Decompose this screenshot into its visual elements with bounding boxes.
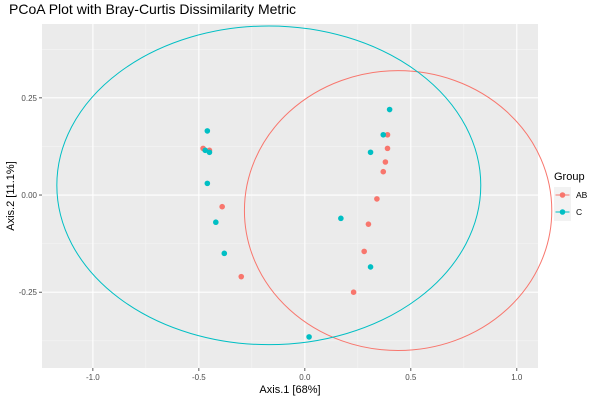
data-point-ab: [384, 131, 391, 138]
data-point-c: [213, 219, 219, 226]
data-point-c: [206, 149, 213, 156]
data-point-c: [221, 250, 228, 257]
data-point-c: [202, 147, 209, 154]
data-point-c: [367, 149, 374, 156]
legend-key-point: [559, 209, 566, 215]
data-point-c: [386, 106, 393, 113]
data-point-ab: [382, 159, 389, 165]
grid-minor: [42, 24, 538, 368]
data-point-ab: [219, 203, 225, 210]
data-point-ab: [365, 221, 372, 227]
data-point-c: [204, 180, 211, 187]
data-point-ab: [380, 168, 387, 175]
legend-label: AB: [576, 190, 588, 200]
y-tick-label: 0.25: [21, 94, 37, 103]
ellipse-c: [56, 25, 482, 346]
data-point-ab: [238, 273, 245, 280]
legend-item-ab: AB: [554, 187, 588, 204]
y-axis-title: Axis.2 [11.1%]: [5, 161, 17, 231]
data-points: [200, 106, 393, 340]
x-tick-label: -1.0: [86, 373, 100, 382]
data-point-c: [306, 334, 312, 340]
legend-label: C: [576, 207, 582, 217]
x-axis-title: Axis.1 [68%]: [259, 384, 320, 396]
x-axis-ticks: -1.0 -0.5 0.0 0.5 1.0: [86, 368, 523, 382]
x-tick-label: 0.5: [405, 373, 417, 382]
data-point-ab: [374, 196, 380, 202]
grid-major: [42, 24, 538, 368]
data-point-c: [380, 131, 387, 138]
y-axis-ticks: -0.25 0.00 0.25: [19, 94, 42, 297]
legend-title: Group: [554, 171, 585, 183]
ellipse-ab: [243, 70, 553, 352]
chart-title: PCoA Plot with Bray-Curtis Dissimilarity…: [9, 1, 296, 17]
data-point-c: [367, 264, 374, 270]
x-tick-label: 0.0: [299, 373, 311, 382]
x-tick-label: 1.0: [511, 373, 523, 382]
x-tick-label: -0.5: [192, 373, 206, 382]
legend: Group AB C: [554, 171, 588, 221]
data-point-c: [338, 215, 344, 222]
legend-item-c: C: [554, 204, 582, 221]
data-point-ab: [350, 289, 357, 296]
confidence-ellipses: [56, 25, 553, 352]
data-point-c: [204, 128, 211, 134]
data-point-ab: [361, 248, 367, 255]
data-point-ab: [384, 145, 391, 152]
y-tick-label: -0.25: [19, 288, 38, 297]
legend-key-point: [559, 192, 566, 198]
y-tick-label: 0.00: [21, 191, 37, 200]
